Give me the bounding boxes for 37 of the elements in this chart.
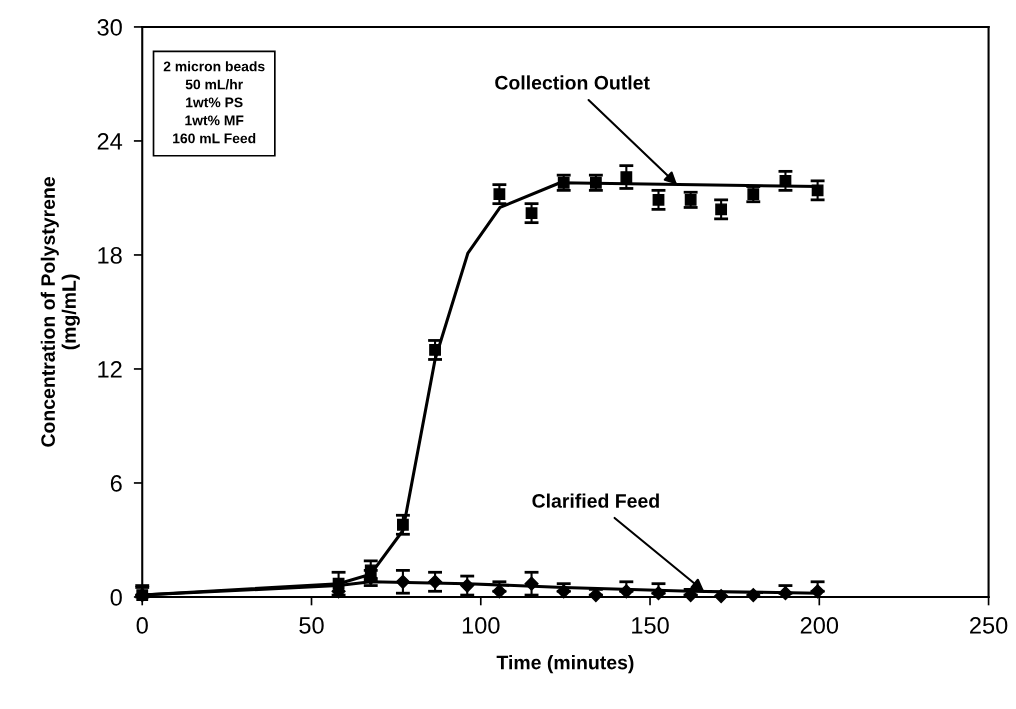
annotation: Collection Outlet [495, 75, 650, 90]
point [397, 518, 409, 531]
point [652, 193, 665, 206]
y-tick-label: 18 [98, 247, 122, 264]
point [429, 344, 441, 356]
point [524, 576, 539, 591]
x-tick-label: 250 [970, 617, 1008, 634]
annotation: Clarified Feed [532, 493, 659, 508]
annotation: 2 micron beads 50 mL/hr 1wt% PS 1wt% MF 160 mL Feed [163, 61, 265, 144]
y-tick-label: 30 [97, 19, 122, 36]
point [651, 586, 666, 601]
point [556, 584, 571, 599]
x-tick-label: 0 [136, 617, 148, 634]
point [525, 207, 538, 220]
point [460, 578, 475, 593]
point [493, 188, 506, 201]
point [683, 587, 698, 603]
point [492, 584, 507, 599]
y-tick-label: 6 [110, 475, 122, 492]
point [746, 587, 761, 603]
point [715, 203, 728, 216]
x-tick-label: 150 [632, 617, 669, 634]
y-axis-title: Concentration of Polystyrene (mg/mL) [40, 177, 80, 447]
y-tick-label: 12 [98, 361, 122, 378]
point [427, 574, 443, 589]
point [714, 588, 729, 604]
x-tick-label: 100 [462, 617, 500, 634]
point [619, 584, 634, 599]
x-tick-label: 200 [800, 617, 839, 634]
y-tick-label: 24 [97, 133, 123, 150]
x-axis-title: Time (minutes) [496, 655, 634, 674]
point [811, 184, 824, 197]
point [620, 171, 633, 183]
x-tick-label: 50 [299, 617, 324, 634]
y-tick-label: 0 [110, 589, 122, 606]
point [778, 586, 793, 601]
point [395, 574, 410, 589]
